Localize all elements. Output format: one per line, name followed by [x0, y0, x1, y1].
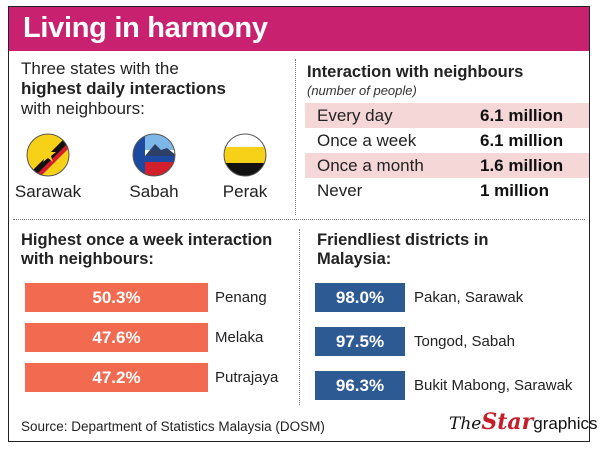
friendliest-title-line-1: Friendliest districts in — [317, 231, 489, 249]
state-name: Sabah — [129, 182, 179, 201]
bar-label-friendly-0: Pakan, Sarawak — [414, 289, 524, 306]
thestar-graphics-logo: TheStargraphics — [449, 409, 598, 437]
page-title: Living in harmony — [23, 12, 268, 44]
interaction-row: Never 1 million — [305, 178, 589, 203]
friendliest-chart-title: Friendliest districts in Malaysia: — [317, 231, 488, 269]
interaction-row: Once a week 6.1 million — [305, 128, 589, 153]
bar-friendly-0: 98.0% — [315, 283, 405, 312]
interaction-value: 6.1 million — [480, 106, 564, 125]
divider-vertical-top — [295, 59, 296, 215]
interaction-value: 6.1 million — [480, 131, 564, 150]
bar-label-friendly-2: Bukit Mabong, Sarawak — [414, 377, 573, 394]
bar-friendly-1: 97.5% — [315, 327, 405, 356]
state-sabah: Sabah — [109, 132, 199, 202]
perak-flag-icon — [223, 133, 267, 177]
intro-line-1: Three states with the — [21, 59, 179, 78]
interaction-label: Every day — [317, 106, 393, 125]
sarawak-flag-icon — [26, 133, 70, 177]
intro-text: Three states with the highest daily inte… — [21, 59, 286, 119]
state-name: Sarawak — [14, 182, 82, 201]
bar-weekly-0: 50.3% — [25, 283, 208, 312]
interaction-row: Once a month 1.6 million — [305, 153, 589, 178]
logo-graphics: graphics — [533, 414, 598, 433]
interaction-label: Never — [317, 181, 363, 200]
header-banner: Living in harmony — [9, 7, 589, 51]
state-perak: Perak — [200, 132, 290, 202]
friendliest-title-line-2: Malaysia: — [317, 250, 392, 268]
interaction-label: Once a week — [317, 131, 417, 150]
weekly-title-line-1: Highest once a week interaction — [21, 231, 273, 249]
divider-vertical-bottom — [299, 229, 300, 405]
state-sarawak: Sarawak — [3, 132, 93, 202]
bar-weekly-2: 47.2% — [25, 363, 208, 392]
interaction-row: Every day 6.1 million — [305, 103, 589, 128]
interaction-value: 1.6 million — [480, 156, 564, 175]
source-note: Source: Department of Statistics Malaysi… — [21, 419, 325, 434]
interaction-subtitle: (number of people) — [307, 83, 417, 98]
state-name: Perak — [222, 182, 268, 201]
intro-line-2: highest daily interactions — [21, 79, 226, 98]
interaction-title: Interaction with neighbours — [307, 63, 524, 81]
bar-label-weekly-0: Penang — [215, 289, 267, 306]
logo-the: The — [449, 414, 482, 434]
bar-label-weekly-2: Putrajaya — [215, 369, 279, 386]
logo-star: Star — [481, 409, 534, 435]
intro-line-3: with neighbours: — [21, 99, 145, 118]
bar-label-friendly-1: Tongod, Sabah — [414, 333, 515, 350]
bar-label-weekly-1: Melaka — [215, 329, 264, 346]
weekly-title-line-2: with neighbours: — [21, 250, 154, 268]
interaction-label: Once a month — [317, 156, 424, 175]
infographic-frame: Living in harmony Three states with the … — [8, 6, 598, 442]
divider-horizontal — [13, 219, 585, 220]
interaction-value: 1 million — [480, 181, 549, 200]
bar-weekly-1: 47.6% — [25, 323, 208, 352]
weekly-chart-title: Highest once a week interaction with nei… — [21, 231, 272, 269]
bar-friendly-2: 96.3% — [315, 371, 405, 400]
sabah-flag-icon — [132, 133, 176, 177]
